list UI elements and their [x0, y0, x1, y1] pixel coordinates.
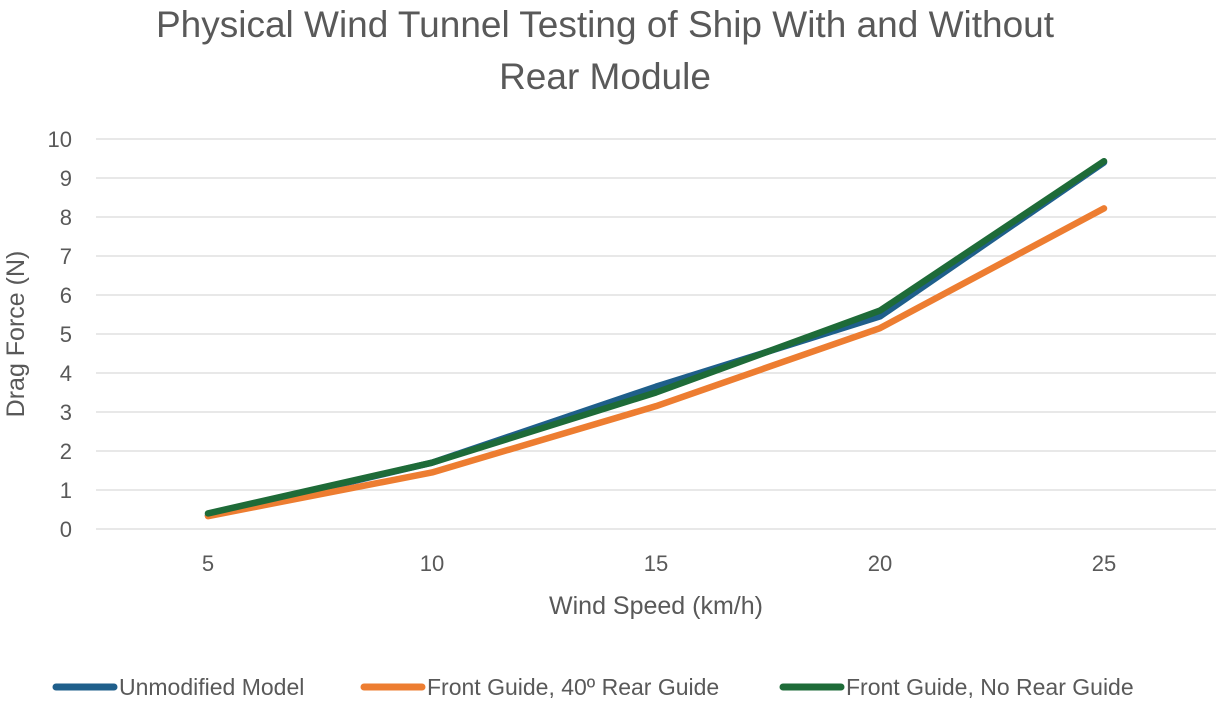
- series-line-1: [204, 159, 1108, 519]
- x-tick-label: 25: [1092, 551, 1116, 576]
- y-tick-label: 4: [60, 361, 72, 386]
- y-tick-label: 1: [60, 478, 72, 503]
- legend-label: Front Guide, 40º Rear Guide: [427, 674, 719, 700]
- chart-title-line-1: Physical Wind Tunnel Testing of Ship Wit…: [156, 4, 1055, 45]
- y-tick-label: 9: [60, 166, 72, 191]
- y-axis-label: Drag Force (N): [2, 251, 30, 418]
- y-axis-ticks: 0 1 2 3 4 5 6 7 8 9 10: [48, 127, 72, 542]
- x-tick-label: 15: [644, 551, 668, 576]
- x-tick-label: 10: [420, 551, 444, 576]
- y-tick-label: 7: [60, 244, 72, 269]
- y-tick-label: 6: [60, 283, 72, 308]
- chart-title-line-2: Rear Module: [499, 56, 711, 97]
- legend-label: Front Guide, No Rear Guide: [846, 674, 1134, 700]
- y-tick-label: 8: [60, 205, 72, 230]
- x-tick-label: 20: [868, 551, 892, 576]
- y-tick-label: 0: [60, 517, 72, 542]
- x-axis-ticks: 5 10 15 20 25: [202, 551, 1116, 576]
- x-tick-label: 5: [202, 551, 214, 576]
- series-lines: [204, 157, 1108, 520]
- y-tick-label: 2: [60, 439, 72, 464]
- y-tick-label: 3: [60, 400, 72, 425]
- series-line-2: [204, 205, 1108, 520]
- x-axis-label: Wind Speed (km/h): [549, 592, 763, 620]
- y-tick-label: 10: [48, 127, 72, 152]
- series-line-3: [204, 157, 1108, 517]
- y-tick-label: 5: [60, 322, 72, 347]
- legend-label: Unmodified Model: [119, 674, 304, 700]
- gridlines: [96, 138, 1216, 530]
- legend: Unmodified Model Front Guide, 40º Rear Gu…: [52, 674, 1134, 700]
